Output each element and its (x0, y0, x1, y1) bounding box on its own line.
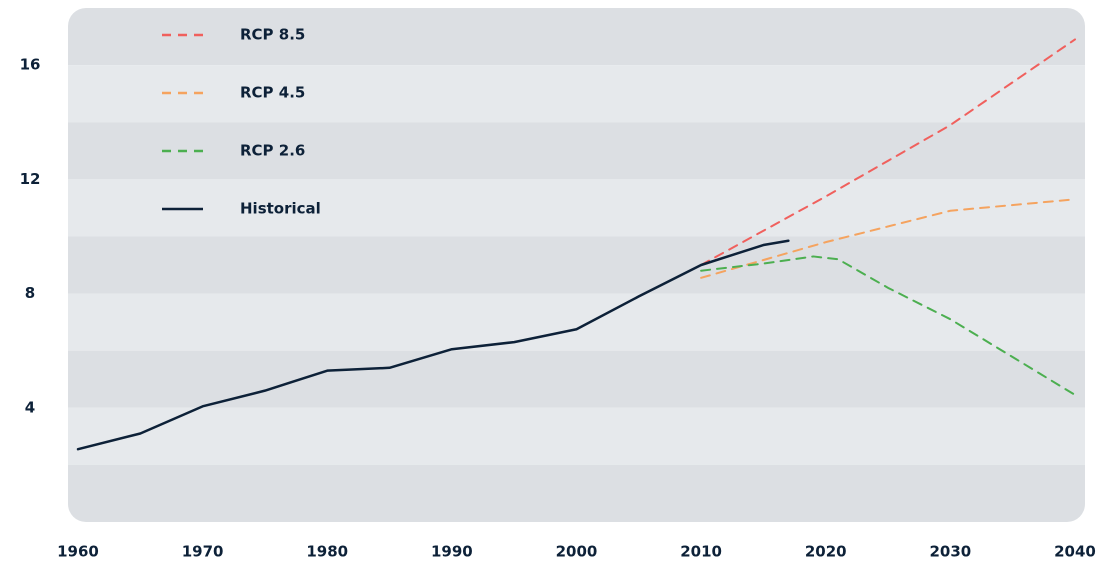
series-line (700, 198, 1076, 279)
x-tick-label: 2040 (1054, 543, 1096, 561)
x-tick-label: 2010 (680, 543, 722, 561)
x-tick-label: 1980 (306, 543, 348, 561)
marks: 4 8 12 16 1960 1970 1980 1990 2000 2010 2020 2030 20… (20, 26, 1096, 561)
legend-label: RCP 8.5 (240, 26, 305, 44)
grid-band (68, 65, 1085, 123)
series-line (700, 255, 1076, 396)
x-tick-label: 1960 (57, 543, 99, 561)
y-tick-label: 8 (25, 284, 35, 302)
y-tick-label: 4 (25, 398, 35, 416)
x-tick-label: 2030 (930, 543, 972, 561)
grid-band (68, 350, 1085, 408)
grid-band (68, 8, 1085, 66)
y-tick-label: 12 (20, 170, 41, 188)
grid-band (68, 407, 1085, 465)
series-line (76, 239, 790, 451)
grid-band (68, 293, 1085, 351)
legend-label: RCP 4.5 (240, 84, 305, 102)
legend-label: RCP 2.6 (240, 142, 305, 160)
x-tick-label: 1970 (182, 543, 224, 561)
x-tick-label: 2020 (805, 543, 847, 561)
series-line (700, 38, 1076, 266)
x-tick-label: 2000 (556, 543, 598, 561)
grid-band (68, 464, 1085, 522)
legend-label: Historical (240, 200, 321, 218)
grid-band (68, 122, 1085, 180)
plot-area (68, 8, 1085, 522)
y-tick-label: 16 (20, 56, 41, 74)
grid-band (68, 179, 1085, 237)
grid-band (68, 236, 1085, 294)
x-tick-label: 1990 (431, 543, 473, 561)
